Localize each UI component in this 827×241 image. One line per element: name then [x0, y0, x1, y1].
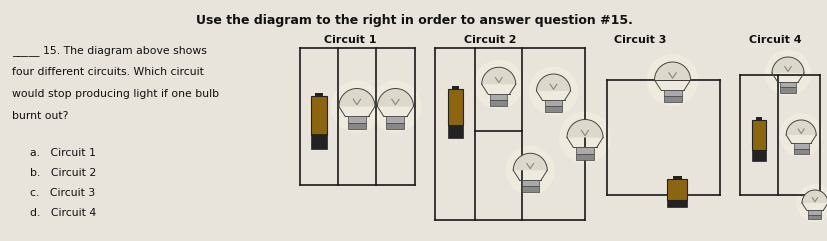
- Text: burnt out?: burnt out?: [12, 111, 69, 121]
- Bar: [386, 123, 404, 129]
- Bar: [751, 149, 765, 161]
- Text: Circuit 2: Circuit 2: [463, 35, 515, 45]
- Circle shape: [332, 81, 382, 132]
- Bar: [544, 100, 562, 106]
- Bar: [347, 123, 366, 129]
- Circle shape: [506, 147, 553, 194]
- Bar: [755, 117, 762, 121]
- Bar: [347, 116, 366, 123]
- Polygon shape: [786, 120, 815, 135]
- Bar: [807, 215, 820, 219]
- Bar: [779, 82, 795, 87]
- Bar: [490, 94, 507, 100]
- Bar: [672, 176, 681, 180]
- Text: c.   Circuit 3: c. Circuit 3: [30, 188, 95, 198]
- Text: Circuit 3: Circuit 3: [613, 35, 666, 45]
- Bar: [662, 90, 681, 96]
- Bar: [521, 180, 538, 186]
- Bar: [386, 116, 404, 123]
- Text: b.   Circuit 2: b. Circuit 2: [30, 168, 96, 178]
- Bar: [447, 125, 462, 138]
- Bar: [667, 200, 686, 207]
- Bar: [662, 96, 681, 102]
- Polygon shape: [771, 57, 803, 73]
- Circle shape: [765, 51, 810, 95]
- Text: d.   Circuit 4: d. Circuit 4: [30, 208, 96, 218]
- Bar: [521, 186, 538, 192]
- Circle shape: [475, 60, 522, 108]
- Bar: [315, 93, 323, 96]
- Bar: [667, 179, 686, 200]
- Circle shape: [647, 55, 697, 105]
- Bar: [452, 86, 458, 90]
- Text: Circuit 1: Circuit 1: [323, 35, 375, 45]
- Circle shape: [779, 114, 821, 156]
- Text: would stop producing light if one bulb: would stop producing light if one bulb: [12, 89, 219, 99]
- Polygon shape: [338, 88, 375, 107]
- Polygon shape: [801, 190, 827, 203]
- Polygon shape: [536, 74, 570, 91]
- Text: four different circuits. Which circuit: four different circuits. Which circuit: [12, 67, 203, 77]
- Text: a.   Circuit 1: a. Circuit 1: [30, 148, 96, 158]
- Text: _____ 15. The diagram above shows: _____ 15. The diagram above shows: [12, 45, 207, 56]
- Circle shape: [796, 185, 827, 221]
- Bar: [807, 210, 820, 215]
- Bar: [311, 95, 327, 134]
- Circle shape: [559, 112, 609, 163]
- Circle shape: [529, 67, 576, 115]
- Text: Circuit 4: Circuit 4: [748, 35, 801, 45]
- Polygon shape: [377, 88, 413, 107]
- Bar: [447, 89, 462, 125]
- Polygon shape: [654, 62, 690, 80]
- Polygon shape: [481, 67, 515, 84]
- Bar: [779, 87, 795, 93]
- Bar: [490, 100, 507, 106]
- Text: Use the diagram to the right in order to answer question #15.: Use the diagram to the right in order to…: [195, 14, 632, 27]
- Bar: [793, 148, 808, 154]
- Bar: [576, 154, 593, 160]
- Bar: [751, 120, 765, 150]
- Bar: [576, 147, 593, 154]
- Bar: [793, 143, 808, 148]
- Bar: [544, 106, 562, 112]
- Circle shape: [370, 81, 420, 132]
- Polygon shape: [566, 120, 602, 138]
- Bar: [311, 134, 327, 148]
- Polygon shape: [513, 153, 547, 170]
